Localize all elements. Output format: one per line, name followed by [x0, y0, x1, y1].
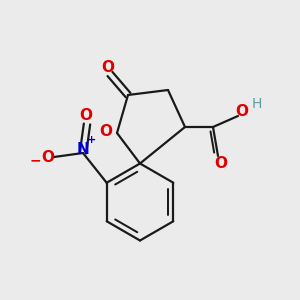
Text: O: O: [101, 59, 115, 74]
Text: O: O: [41, 149, 55, 164]
Text: H: H: [252, 97, 262, 111]
Text: O: O: [214, 157, 227, 172]
Text: O: O: [100, 124, 112, 140]
Text: +: +: [87, 135, 97, 145]
Text: O: O: [80, 109, 92, 124]
Text: −: −: [29, 153, 41, 167]
Text: O: O: [236, 104, 248, 119]
Text: N: N: [76, 142, 89, 158]
